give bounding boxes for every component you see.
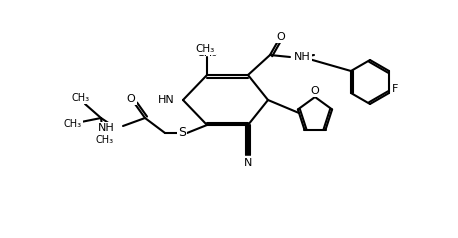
- Text: CH₃: CH₃: [64, 119, 82, 129]
- Text: F: F: [392, 84, 398, 94]
- Text: N: N: [244, 158, 252, 168]
- Text: O: O: [277, 32, 285, 42]
- Text: NH: NH: [294, 52, 311, 62]
- Text: O: O: [311, 86, 319, 96]
- Text: S: S: [178, 127, 186, 139]
- Text: O: O: [126, 94, 136, 104]
- Text: NH: NH: [98, 123, 115, 133]
- Text: CH₃: CH₃: [196, 48, 218, 58]
- Text: CH₃: CH₃: [72, 93, 90, 103]
- Text: CH₃: CH₃: [196, 44, 215, 54]
- Text: HN: HN: [158, 95, 175, 105]
- Text: CH₃: CH₃: [96, 135, 114, 145]
